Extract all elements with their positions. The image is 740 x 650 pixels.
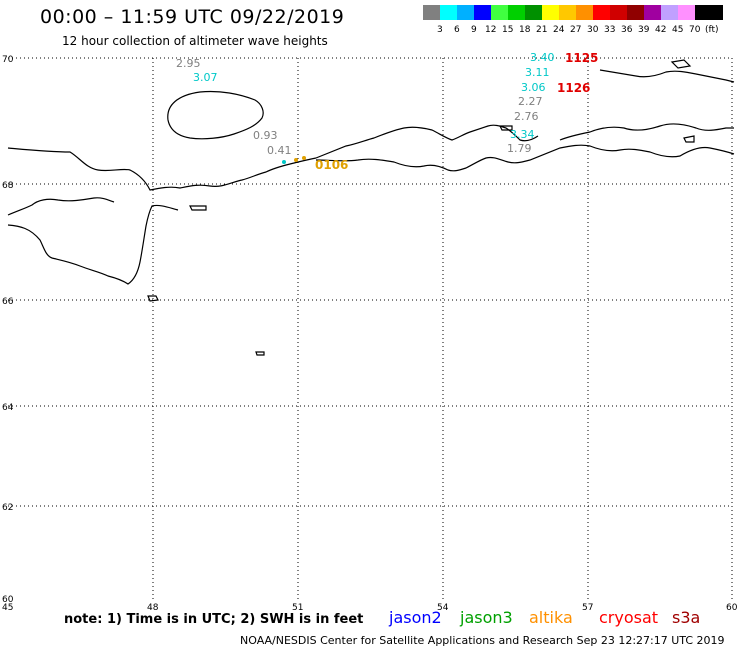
latitude-labels: 70 68 66 64 62 60 (2, 55, 14, 605)
time-label: 0106 (315, 158, 348, 172)
scale-unit: (ft) (705, 25, 719, 35)
time-label: 1126 (557, 81, 590, 95)
scale-label-18: 18 (519, 25, 531, 35)
satellite-altika: altika (529, 608, 573, 627)
swh-value: 0.41 (267, 144, 292, 157)
lon-label-57: 57 (582, 603, 593, 613)
scale-bin-30 (576, 5, 593, 20)
track-dots (282, 156, 306, 164)
small-island-2 (255, 351, 265, 356)
scale-bin-15 (491, 5, 508, 20)
scale-label-30: 30 (587, 25, 599, 35)
time-labels: 1125 1126 0106 (315, 51, 598, 172)
scale-bin-24 (542, 5, 559, 20)
novaya-zemlya-coast (599, 69, 735, 83)
swh-value: 1.79 (507, 142, 532, 155)
lon-label-60: 60 (726, 603, 738, 613)
wave-height-color-scale: 3 6 9 12 15 18 21 24 27 30 33 36 39 42 4… (423, 5, 723, 35)
scale-bin-27 (559, 5, 576, 20)
scale-bin-18 (508, 5, 525, 20)
time-label: 1125 (565, 51, 598, 65)
scale-bin-42 (644, 5, 661, 20)
lat-label-70: 70 (2, 55, 14, 65)
scale-bin-70 (678, 5, 695, 20)
swh-value: 3.07 (193, 71, 218, 84)
mainland-coast-southwest (7, 197, 115, 216)
coastline (7, 59, 735, 356)
satellite-jason2: jason2 (389, 608, 442, 627)
lat-label-62: 62 (2, 503, 13, 513)
small-island-1 (147, 295, 159, 302)
swh-value: 3.11 (525, 66, 550, 79)
coast-east-lower (315, 144, 735, 172)
scale-label-15: 15 (502, 25, 513, 35)
scale-bin-max (695, 5, 723, 20)
scale-label-21: 21 (536, 25, 547, 35)
scale-label-27: 27 (570, 25, 581, 35)
scale-label-42: 42 (655, 25, 666, 35)
small-island-6 (683, 135, 695, 143)
mainland-coast-west (7, 147, 317, 191)
scale-label-70: 70 (689, 25, 701, 35)
scale-label-3: 3 (437, 25, 443, 35)
swh-value: 3.34 (510, 128, 535, 141)
pechora-sea-coast (315, 124, 539, 159)
lon-label-45: 45 (2, 603, 13, 613)
scale-label-6: 6 (454, 25, 460, 35)
scale-bin-6 (440, 5, 457, 20)
lon-label-51: 51 (292, 603, 303, 613)
satellite-cryosat: cryosat (599, 608, 659, 627)
scale-label-24: 24 (553, 25, 565, 35)
scale-bin-33 (593, 5, 610, 20)
scale-bin-9 (457, 5, 474, 20)
scale-bin-39 (627, 5, 644, 20)
swh-value: 2.27 (518, 95, 543, 108)
swh-value: 2.95 (176, 57, 201, 70)
scale-bin-36 (610, 5, 627, 20)
page-title: 00:00 – 11:59 UTC 09/22/2019 (40, 6, 345, 28)
footer-note: note: 1) Time is in UTC; 2) SWH is in fe… (64, 612, 364, 627)
swh-value: 3.40 (530, 51, 555, 64)
scale-label-39: 39 (638, 25, 650, 35)
swh-value: 0.93 (253, 129, 278, 142)
small-island-4 (499, 125, 513, 131)
scale-bin-12 (474, 5, 491, 20)
scale-label-9: 9 (471, 25, 477, 35)
scale-label-33: 33 (604, 25, 615, 35)
satellite-s3a: s3a (672, 608, 701, 627)
longitude-labels: 45 48 51 54 57 60 (2, 603, 738, 613)
swh-value: 2.76 (514, 110, 539, 123)
satellite-jason3: jason3 (460, 608, 513, 627)
swh-value: 3.06 (521, 81, 546, 94)
page-subtitle: 12 hour collection of altimeter wave hei… (62, 34, 328, 48)
credit-line: NOAA/NESDIS Center for Satellite Applica… (240, 634, 725, 647)
kolguev-island (167, 90, 264, 140)
small-island-3 (189, 205, 207, 211)
lat-label-66: 66 (2, 297, 14, 307)
lat-label-60: 60 (2, 595, 14, 605)
lat-label-64: 64 (2, 403, 14, 413)
scale-bin-45 (661, 5, 678, 20)
scale-bin-3 (423, 5, 440, 20)
lon-label-48: 48 (147, 603, 159, 613)
mainland-coast-inland (7, 204, 179, 285)
graticule (8, 57, 733, 600)
scale-label-36: 36 (621, 25, 633, 35)
coast-northeast (559, 123, 734, 141)
lon-label-54: 54 (437, 603, 449, 613)
measurements: 2.95 3.07 0.93 0.41 3.40 3.11 3.06 2.27 … (176, 51, 555, 164)
scale-label-45: 45 (672, 25, 683, 35)
scale-label-12: 12 (485, 25, 496, 35)
small-island-5 (670, 59, 692, 69)
scale-bin-21 (525, 5, 542, 20)
lat-label-68: 68 (2, 181, 14, 191)
